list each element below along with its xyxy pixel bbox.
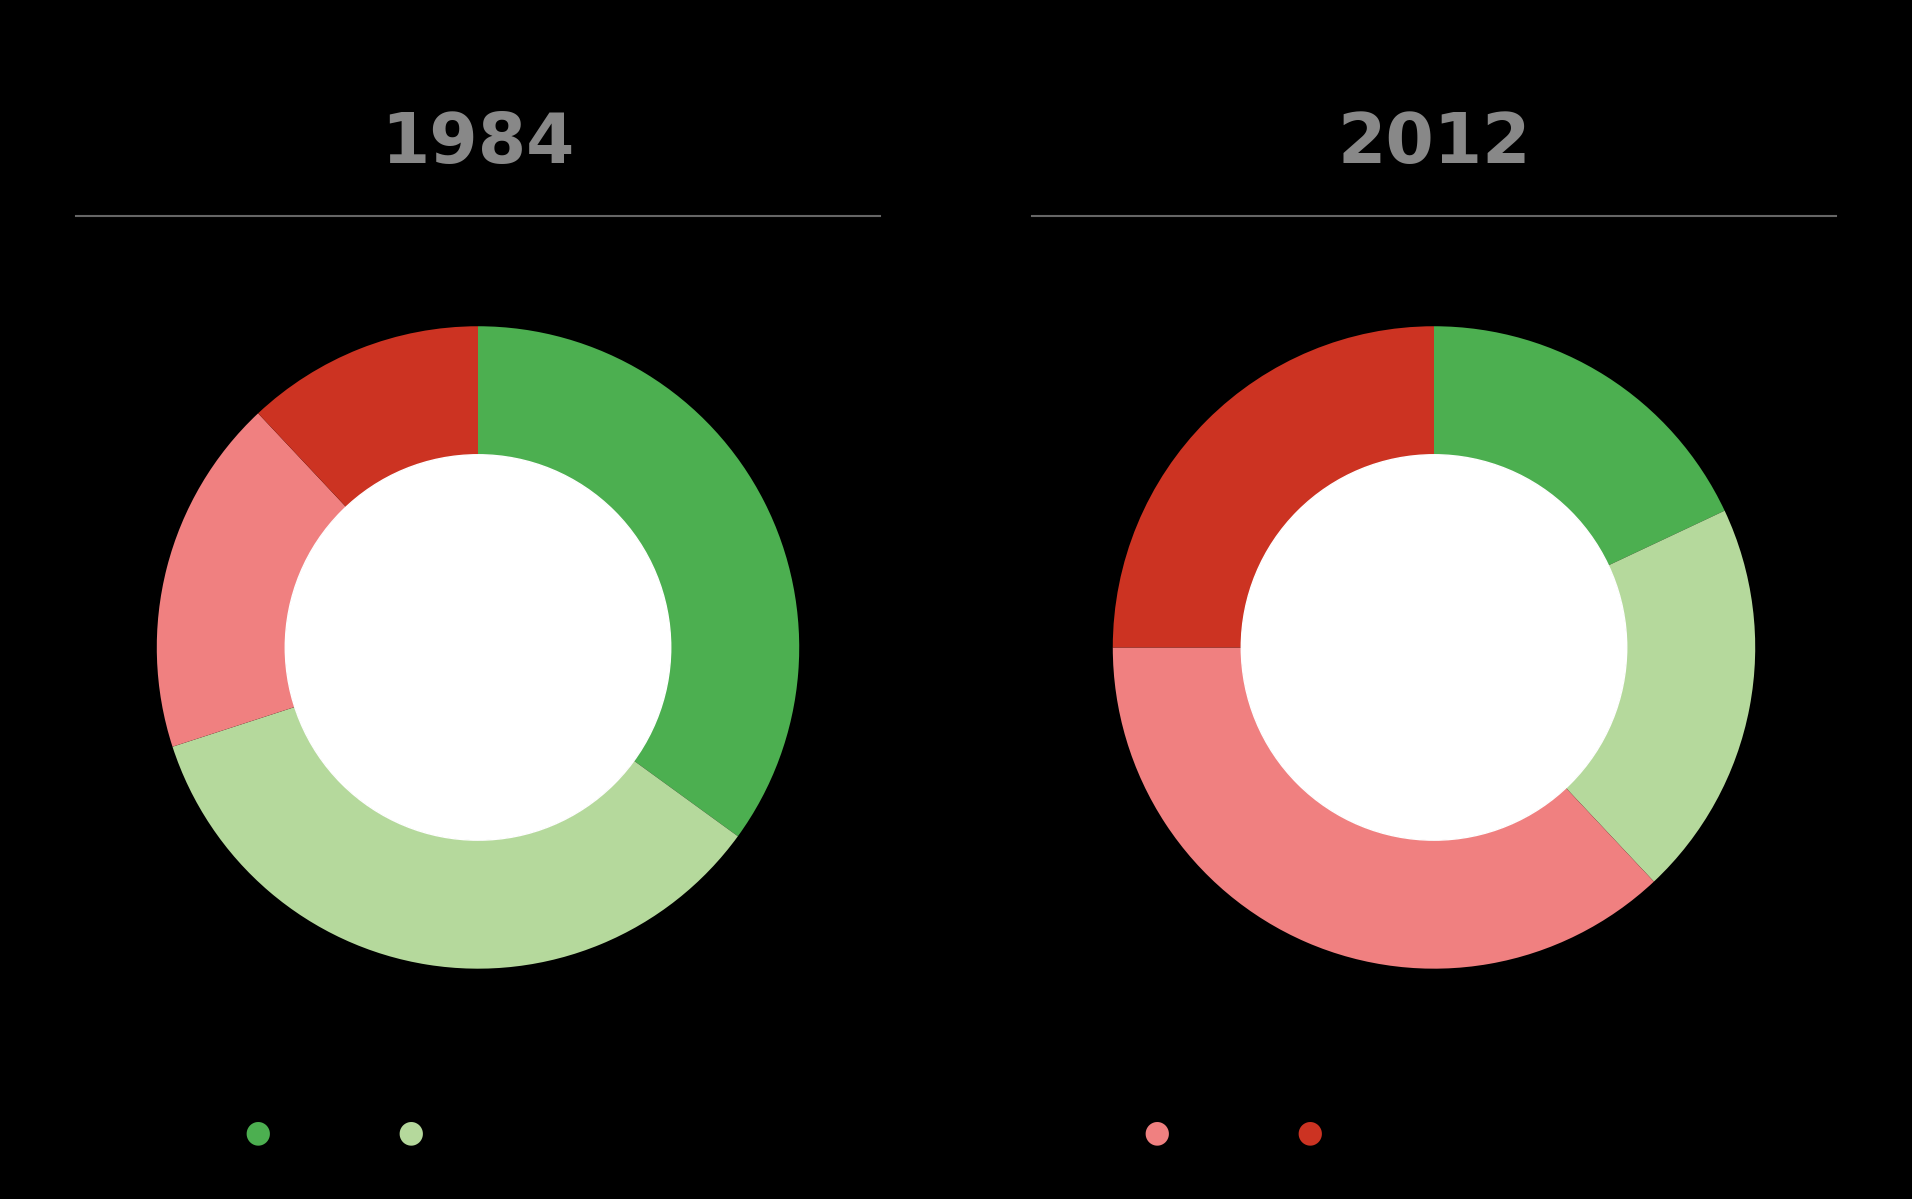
Wedge shape [1434,326,1725,566]
Text: 1984: 1984 [380,110,576,177]
Text: ●: ● [245,1119,272,1147]
Text: ●: ● [1143,1119,1170,1147]
Wedge shape [157,414,346,747]
Circle shape [285,454,671,840]
Wedge shape [1566,511,1755,881]
Wedge shape [478,326,799,836]
Text: 2012: 2012 [1336,110,1532,177]
Text: ●: ● [398,1119,424,1147]
Wedge shape [1113,326,1434,647]
Wedge shape [172,707,738,969]
Text: ●: ● [1296,1119,1323,1147]
Wedge shape [1113,647,1654,969]
Wedge shape [258,326,478,507]
Circle shape [1241,454,1627,840]
